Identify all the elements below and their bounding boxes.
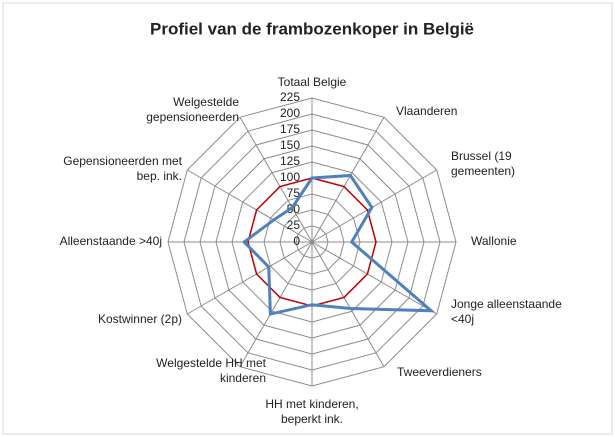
spoke: [187, 169, 313, 243]
r-tick-label: 125: [280, 154, 300, 168]
category-label: Wallonie: [471, 234, 517, 248]
r-tick-label: 25: [287, 218, 301, 232]
spoke: [311, 241, 437, 315]
category-label: Vlaanderen: [396, 104, 458, 118]
category-label: Brussel (19 gemeenten): [451, 149, 516, 178]
r-tick-label: 75: [287, 186, 301, 200]
spoke: [239, 117, 313, 243]
chart-title: Profiel van de frambozenkoper in België: [150, 19, 474, 38]
r-tick-label: 175: [280, 122, 300, 136]
r-tick-label: 200: [280, 106, 300, 120]
r-tick-label: 50: [287, 202, 301, 216]
r-tick-label: 150: [280, 138, 300, 152]
spoke: [311, 241, 385, 367]
category-label: Welgestelde HH met kinderen: [156, 356, 266, 385]
category-label: Totaal Belgie: [277, 75, 347, 89]
spoke: [311, 169, 437, 243]
r-tick-label: 100: [280, 170, 300, 184]
spoke: [239, 241, 313, 367]
r-tick-label: 225: [280, 90, 300, 104]
spoke: [187, 241, 313, 315]
category-label: Jonge alleenstaande <40j: [451, 297, 562, 326]
category-label: Gepensioneerden met bep. ink.: [63, 154, 182, 183]
r-tick-label: 0: [293, 234, 300, 248]
spoke: [311, 117, 385, 243]
category-label: Tweeverdieners: [397, 365, 482, 379]
series-line: [241, 173, 436, 316]
category-label: Alleenstaande >40j: [59, 234, 162, 248]
category-label: Kostwinner (2p): [97, 312, 182, 326]
category-label: HH met kinderen, beperkt ink.: [265, 397, 359, 426]
category-label: Welgestelde gepensioneerden: [146, 95, 239, 124]
